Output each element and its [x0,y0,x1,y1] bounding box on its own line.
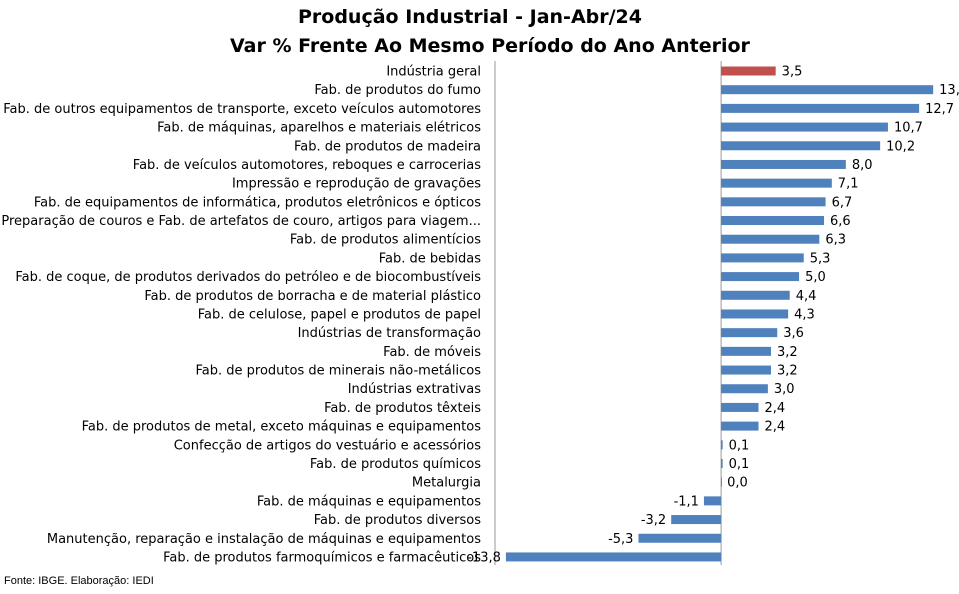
data-label: -5,3 [608,532,633,547]
category-label: Manutenção, reparação e instalação de má… [47,532,481,547]
data-label: 5,3 [810,251,831,266]
bar [721,66,776,76]
data-label: 3,2 [777,364,798,379]
data-label: 3,6 [783,326,804,341]
data-label: 5,0 [805,270,826,285]
bar [721,216,825,226]
category-label: Fab. de máquinas, aparelhos e materiais … [157,121,481,136]
data-label: 3,2 [777,345,798,360]
category-label: Fab. de produtos farmoquímicos e farmacê… [163,550,481,565]
bar [721,309,789,319]
data-label: 4,3 [794,307,815,322]
bar [638,533,722,543]
data-label: -3,2 [641,513,666,528]
bar [721,253,804,263]
data-label: 6,3 [825,233,846,248]
category-label: Fab. de outros equipamentos de transport… [3,102,481,117]
bar [721,365,771,375]
data-label: 13,6 [939,83,959,98]
bar [721,346,771,356]
category-label: Fab. de equipamentos de informática, pro… [34,195,481,210]
category-label: Fab. de produtos têxteis [324,401,481,416]
plot-frame [494,61,722,565]
category-label: Fab. de produtos de minerais não-metálic… [196,364,482,379]
bar [721,384,768,394]
data-label: 8,0 [852,158,873,173]
data-label: 10,7 [894,121,923,136]
category-label: Preparação de couros e Fab. de artefatos… [1,214,481,229]
category-label: Fab. de produtos do fumo [314,83,481,98]
category-label: Fab. de produtos de madeira [294,139,481,154]
data-label: 0,1 [729,438,750,453]
bar [721,458,723,468]
value-labels-group: 3,5 13,6 12,710,7 10,2 8,0 7,1 6,7 6,6 6,3 5,3 5,0… [467,65,959,566]
category-label: Metalurgia [412,476,481,491]
category-label: Confecção de artigos do vestuário e aces… [174,438,482,453]
category-label: Fab. de veículos automotores, reboques e… [133,158,481,173]
bar [721,159,846,169]
bar [721,85,934,95]
bar [721,234,820,244]
category-label: Fab. de produtos diversos [314,513,481,528]
category-label: Indústria geral [386,65,481,80]
data-label: -1,1 [674,494,699,509]
data-label: 6,7 [832,195,853,210]
category-label: Fab. de móveis [383,345,481,360]
bar [721,141,881,151]
data-label: 4,4 [796,289,817,304]
category-label: Fab. de produtos alimentícios [290,233,481,248]
data-label: 2,4 [765,420,786,435]
bar [721,272,800,282]
source-note: Fonte: IBGE. Elaboração: IEDI [4,575,154,587]
category-label: Fab. de produtos químicos [310,457,481,472]
category-labels-group: Indústria geral Fab. de produtos do fumo F… [1,65,481,566]
bar [721,178,832,188]
data-label: 10,2 [886,139,915,154]
data-label: 0,1 [729,457,750,472]
category-label: Fab. de máquinas e equipamentos [257,494,481,509]
chart-subtitle: Var % Frente Ao Mesmo Período do Ano Ant… [230,35,750,57]
data-label: -13,8 [467,550,501,565]
category-label: Indústrias extrativas [348,382,482,397]
bar [721,197,826,207]
data-label: 0,0 [727,476,748,491]
data-label: 6,6 [830,214,851,229]
category-label: Fab. de coque, de produtos derivados do … [15,270,481,285]
category-label: Fab. de bebidas [379,251,481,266]
category-label: Indústrias de transformação [298,326,481,341]
bar [505,552,722,562]
bar [721,402,759,412]
category-label: Fab. de produtos de borracha e de materi… [144,289,481,304]
bar [671,515,722,525]
chart-title: Produção Industrial - Jan-Abr/24 [297,6,643,28]
bar [721,421,759,431]
category-label: Fab. de celulose, papel e produtos de pa… [198,307,481,322]
category-label: Fab. de produtos de metal, exceto máquin… [82,420,482,435]
bar [721,122,888,132]
bar [721,290,790,300]
bars-group [505,66,934,562]
bar [703,496,722,506]
data-label: 12,7 [925,102,954,117]
bar [721,328,778,338]
bar [721,103,920,113]
data-label: 2,4 [765,401,786,416]
bar [721,477,722,487]
category-label: Impressão e reprodução de gravações [232,177,481,192]
data-label: 3,0 [774,382,795,397]
data-label: 7,1 [838,177,859,192]
data-label: 3,5 [782,65,803,80]
bar [721,440,723,450]
